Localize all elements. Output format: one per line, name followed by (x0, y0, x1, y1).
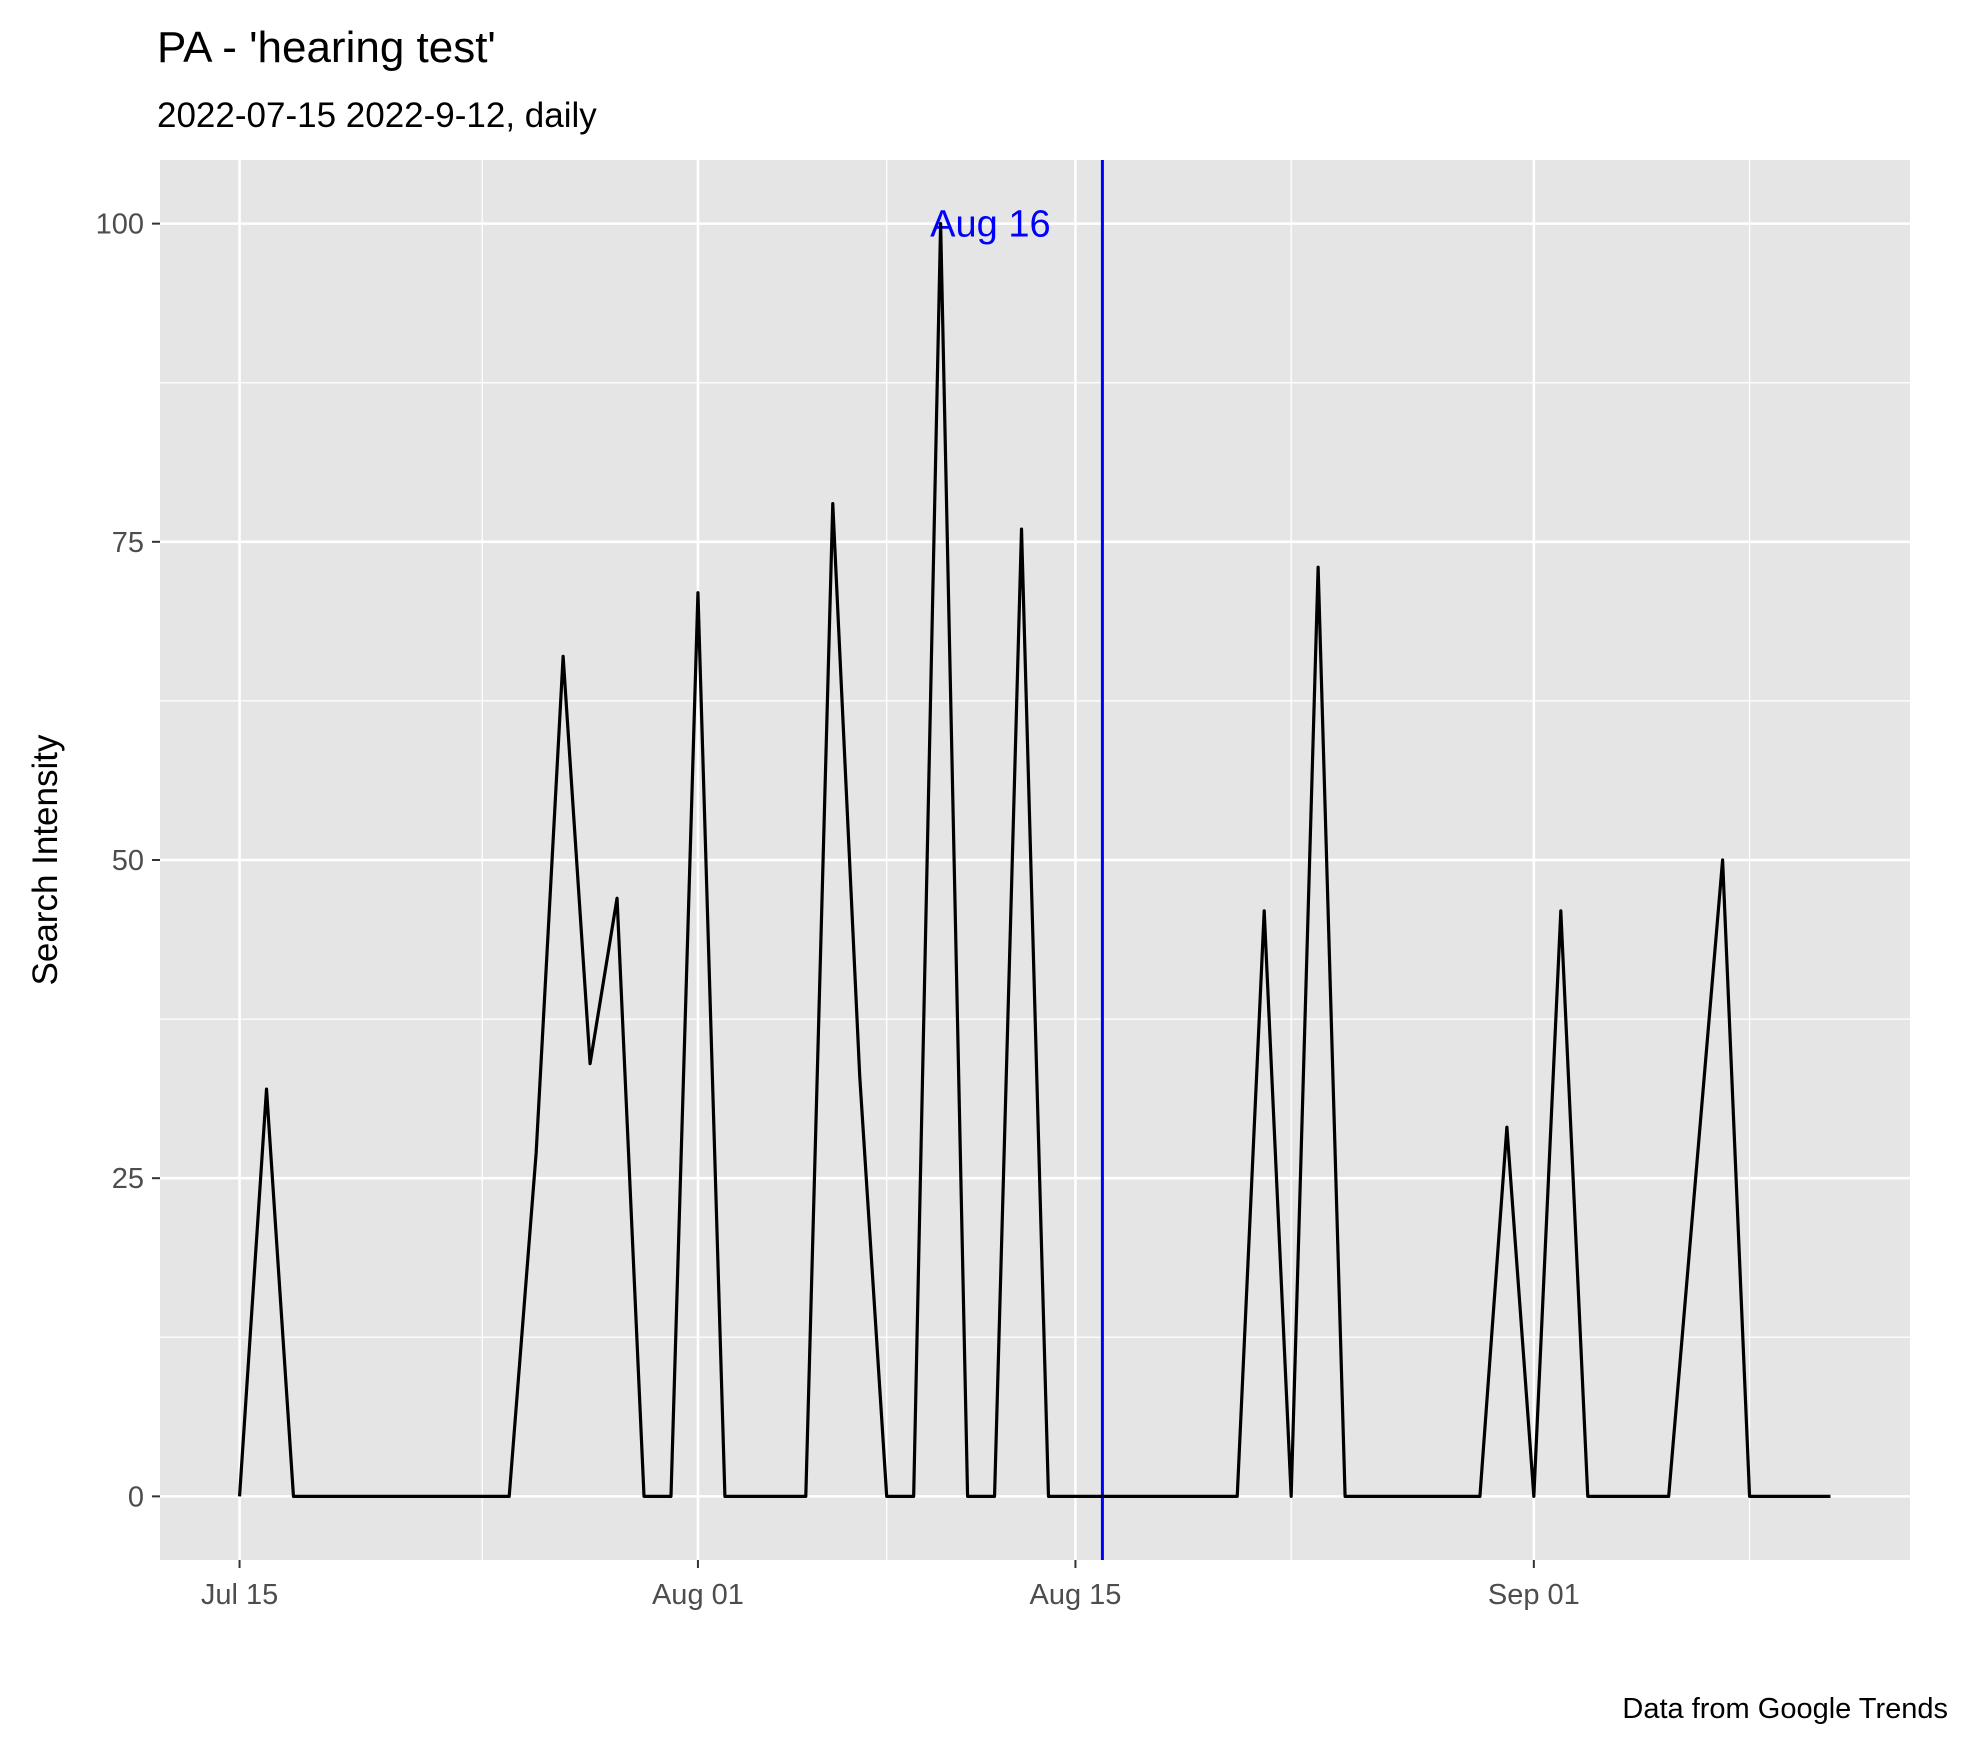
reference-vline-label: Aug 16 (930, 204, 1050, 246)
y-axis: 0 25 50 75 100 (96, 209, 160, 1513)
chart-title: PA - 'hearing test' (157, 23, 496, 72)
y-tick-label: 75 (112, 527, 144, 559)
x-tick-label: Sep 01 (1488, 1579, 1580, 1611)
chart-caption: Data from Google Trends (1622, 1693, 1948, 1725)
y-tick-label: 25 (112, 1163, 144, 1195)
x-tick-label: Jul 15 (201, 1579, 278, 1611)
x-tick-label: Aug 15 (1029, 1579, 1121, 1611)
y-tick-label: 0 (128, 1481, 144, 1513)
reference-line-group: Aug 16 (930, 160, 1104, 1560)
x-tick-label: Aug 01 (652, 1579, 744, 1611)
series-line (237, 222, 1831, 1498)
y-axis-label: Search Intensity (26, 734, 65, 985)
y-tick-label: 50 (112, 845, 144, 877)
y-tick-label: 100 (96, 209, 144, 241)
chart-subtitle: 2022-07-15 2022-9-12, daily (157, 96, 597, 135)
x-axis: Jul 15 Aug 01 Aug 15 Sep 01 (201, 1560, 1580, 1611)
